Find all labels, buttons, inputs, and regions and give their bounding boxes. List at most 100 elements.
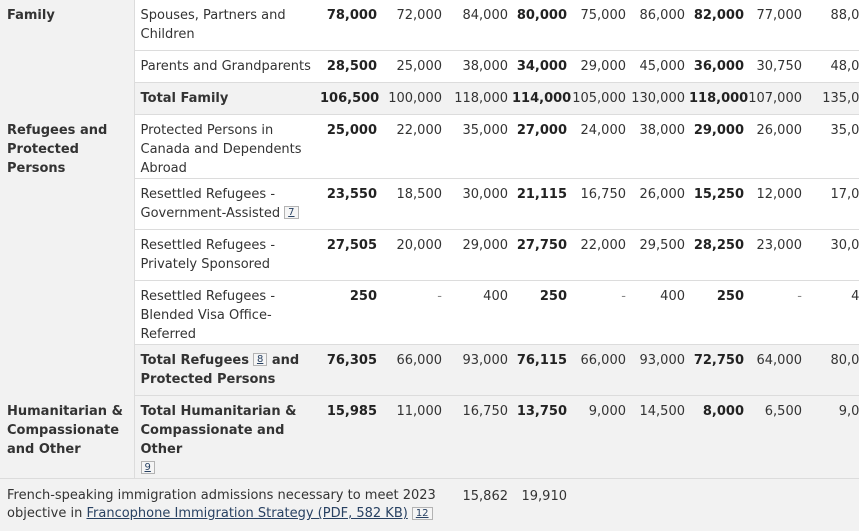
table-cell: 30,000 — [806, 230, 859, 281]
row-label-text: Resettled Refugees - Government-Assisted — [141, 187, 281, 221]
category-refugees: Refugees and Protected Persons — [0, 115, 134, 396]
table-row: Family Spouses, Partners and Children 78… — [0, 0, 859, 51]
table-cell: 93,000 — [446, 345, 512, 396]
total-label: Total Humanitarian & Compassionate and O… — [134, 396, 320, 479]
table-cell: 118,000 — [446, 83, 512, 115]
table-cell: 28,250 — [689, 230, 748, 281]
table-cell: 78,000 — [320, 0, 381, 51]
francophone-strategy-link[interactable]: Francophone Immigration Strategy (PDF, 5… — [86, 506, 407, 521]
table-cell: 72,750 — [689, 345, 748, 396]
table-row: Refugees and Protected Persons Protected… — [0, 115, 859, 179]
table-cell: 13,750 — [512, 396, 571, 479]
table-cell: 16,750 — [571, 179, 630, 230]
table-cell: 106,500 — [320, 83, 381, 115]
table-cell: 35,000 — [446, 115, 512, 179]
table-cell: 135,000 — [806, 83, 859, 115]
row-label: Resettled Refugees - Privately Sponsored — [134, 230, 320, 281]
francophone-row: French-speaking immigration admissions n… — [0, 479, 859, 531]
table-cell: 76,115 — [512, 345, 571, 396]
table-cell: 30,750 — [748, 51, 806, 83]
table-cell: 250 — [512, 281, 571, 345]
table-cell: 25,000 — [320, 115, 381, 179]
total-label-text: Total Humanitarian & Compassionate and O… — [141, 404, 297, 457]
table-cell: 15,862 — [446, 479, 512, 531]
table-cell: 100,000 — [381, 83, 446, 115]
table-cell: 23,000 — [748, 230, 806, 281]
table-cell: 400 — [630, 281, 689, 345]
table-cell: 400 — [446, 281, 512, 345]
table-cell: 35,000 — [806, 115, 859, 179]
table-cell: 23,550 — [320, 179, 381, 230]
table-cell: 93,000 — [630, 345, 689, 396]
table-cell: 19,910 — [512, 479, 571, 531]
table-cell: 15,250 — [689, 179, 748, 230]
category-humanitarian: Humanitarian & Compassionate and Other — [0, 396, 134, 479]
table-cell: 9,000 — [571, 396, 630, 479]
table-cell: 27,000 — [512, 115, 571, 179]
table-cell: 6,500 — [748, 396, 806, 479]
table-cell: 77,000 — [748, 0, 806, 51]
footnote-link[interactable]: 12 — [412, 507, 433, 520]
table-cell: 21,115 — [512, 179, 571, 230]
table-cell: 12,000 — [748, 179, 806, 230]
francophone-label: French-speaking immigration admissions n… — [0, 479, 446, 531]
table-cell: 29,000 — [571, 51, 630, 83]
footnote-link[interactable]: 8 — [253, 353, 267, 366]
table-cell: 20,000 — [381, 230, 446, 281]
table-cell: 27,505 — [320, 230, 381, 281]
table-cell: 114,000 — [512, 83, 571, 115]
table-cell: 250 — [689, 281, 748, 345]
table-cell: 66,000 — [571, 345, 630, 396]
table-cell: 8,000 — [689, 396, 748, 479]
table-row-total: Humanitarian & Compassionate and Other T… — [0, 396, 859, 479]
table-cell: 82,000 — [689, 0, 748, 51]
row-label: Resettled Refugees - Blended Visa Office… — [134, 281, 320, 345]
table-cell: 29,000 — [689, 115, 748, 179]
table-cell: 86,000 — [630, 0, 689, 51]
table-cell: 16,750 — [446, 396, 512, 479]
table-cell: 38,000 — [446, 51, 512, 83]
empty-cell — [571, 479, 859, 531]
table-cell: 118,000 — [689, 83, 748, 115]
table-cell: 88,000 — [806, 0, 859, 51]
table-cell: 9,000 — [806, 396, 859, 479]
category-family: Family — [0, 0, 134, 115]
table-cell: 107,000 — [748, 83, 806, 115]
table-cell: 11,000 — [381, 396, 446, 479]
table-cell: 38,000 — [630, 115, 689, 179]
table-cell: 17,000 — [806, 179, 859, 230]
table-cell: 29,000 — [446, 230, 512, 281]
table-cell: - — [571, 281, 630, 345]
table-cell: 64,000 — [748, 345, 806, 396]
table-cell: 24,000 — [571, 115, 630, 179]
table-cell: 26,000 — [630, 179, 689, 230]
table-cell: 75,000 — [571, 0, 630, 51]
table-cell: 18,500 — [381, 179, 446, 230]
table-cell: 80,000 — [512, 0, 571, 51]
table-cell: 22,000 — [571, 230, 630, 281]
table-cell: 29,500 — [630, 230, 689, 281]
footnote-link[interactable]: 9 — [141, 461, 155, 474]
row-label: Spouses, Partners and Children — [134, 0, 320, 51]
table-cell: - — [748, 281, 806, 345]
row-label: Resettled Refugees - Government-Assisted… — [134, 179, 320, 230]
table-cell: 14,500 — [630, 396, 689, 479]
table-cell: - — [381, 281, 446, 345]
table-cell: 84,000 — [446, 0, 512, 51]
table-cell: 28,500 — [320, 51, 381, 83]
table-cell: 66,000 — [381, 345, 446, 396]
table-cell: 105,000 — [571, 83, 630, 115]
table-cell: 36,000 — [689, 51, 748, 83]
table-cell: 130,000 — [630, 83, 689, 115]
row-label: Protected Persons in Canada and Dependen… — [134, 115, 320, 179]
table-cell: 27,750 — [512, 230, 571, 281]
table-cell: 15,985 — [320, 396, 381, 479]
table-cell: 250 — [320, 281, 381, 345]
footnote-link[interactable]: 7 — [284, 206, 298, 219]
table-cell: 48,000 — [806, 51, 859, 83]
table-cell: 76,305 — [320, 345, 381, 396]
table-cell: 25,000 — [381, 51, 446, 83]
table-cell: 34,000 — [512, 51, 571, 83]
